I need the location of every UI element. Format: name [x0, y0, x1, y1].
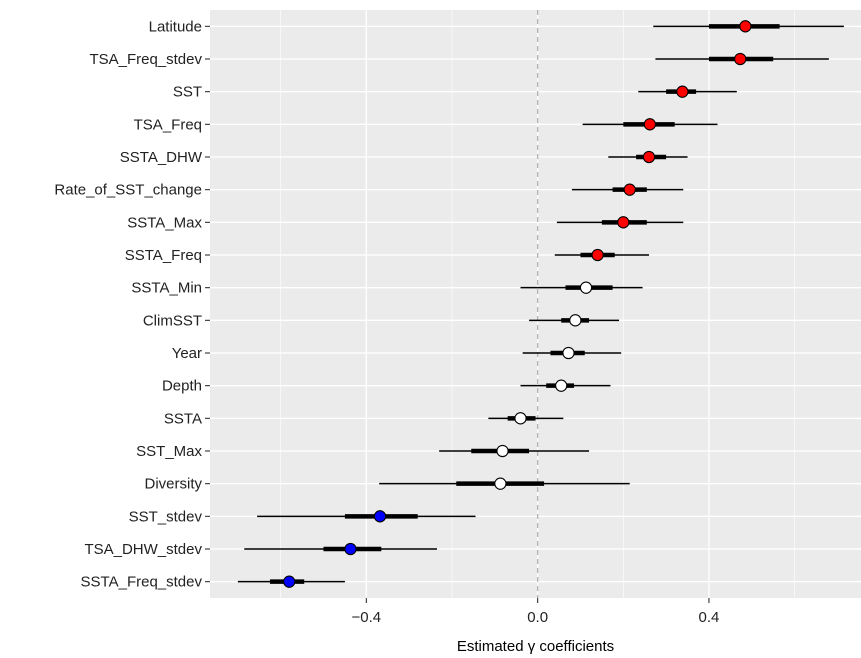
estimate-point — [739, 20, 752, 33]
estimate-point — [283, 575, 296, 588]
coefficient-marks — [237, 20, 844, 588]
y-tick-label: Depth — [162, 378, 202, 395]
coefficient-row — [257, 510, 476, 523]
y-tick-label: Rate_of_SST_change — [54, 182, 202, 199]
y-axis-labels: Latitude TSA_Freq_stdev SST TSA_Freq SSTA_DH… — [54, 18, 202, 590]
coefficient-row — [571, 183, 684, 196]
x-axis-title: Estimated γ coefficients — [457, 638, 614, 655]
x-axis-ticks — [365, 598, 710, 603]
estimate-point — [344, 542, 357, 556]
coefficient-row — [653, 20, 844, 33]
y-axis-ticks — [205, 25, 210, 583]
estimate-point — [555, 379, 568, 392]
estimate-point — [579, 281, 593, 294]
y-tick-label: Diversity — [144, 476, 202, 493]
y-tick-label: SSTA_DHW — [120, 149, 203, 166]
x-tick-label: 0.4 — [699, 609, 720, 626]
coefficient-row — [655, 52, 829, 66]
estimate-point — [643, 118, 657, 131]
y-tick-label: Latitude — [149, 18, 202, 35]
estimate-point — [642, 150, 656, 164]
y-tick-label: SST_stdev — [129, 508, 203, 525]
y-tick-label: SST_Max — [136, 443, 202, 460]
estimate-point — [623, 183, 636, 196]
y-tick-label: TSA_Freq — [134, 116, 202, 133]
coefficient-row — [638, 85, 737, 98]
minor-grid — [280, 10, 795, 598]
y-tick-label: SSTA_Freq — [125, 247, 202, 264]
coefficient-row — [520, 281, 643, 294]
coefficient-row — [608, 150, 688, 164]
estimate-point — [496, 444, 509, 458]
coefficient-row — [379, 477, 630, 490]
estimate-point — [617, 216, 630, 229]
y-tick-label: SSTA_Min — [131, 280, 202, 297]
estimate-point — [373, 510, 387, 523]
y-tick-label: SSTA_Max — [127, 214, 202, 231]
estimate-point — [676, 85, 689, 98]
coefficient-row — [520, 379, 611, 392]
x-tick-label: −0.4 — [352, 609, 382, 626]
estimate-point — [569, 314, 582, 327]
estimate-point — [734, 52, 747, 66]
coefficient-row — [556, 216, 684, 229]
plot-panel — [210, 10, 861, 598]
coefficient-row — [237, 575, 345, 588]
estimate-point — [494, 477, 507, 490]
coefficient-row — [554, 248, 649, 262]
coefficient-row — [244, 542, 437, 556]
coefficient-row — [439, 444, 590, 458]
x-axis-labels: −0.4 0.0 0.4 — [352, 609, 720, 626]
y-tick-label: SSTA — [164, 410, 202, 427]
coefficient-row — [582, 118, 718, 131]
y-tick-label: ClimSST — [143, 312, 202, 329]
estimate-point — [562, 346, 575, 360]
coefficient-row — [529, 314, 620, 327]
y-tick-label: TSA_DHW_stdev — [84, 541, 202, 558]
estimate-point — [591, 248, 604, 262]
estimate-point — [514, 412, 527, 425]
coefficient-row — [488, 412, 564, 425]
y-tick-label: TSA_Freq_stdev — [89, 51, 202, 68]
coefficient-row — [522, 346, 622, 360]
y-tick-label: SST — [173, 84, 202, 101]
y-tick-label: Year — [172, 345, 202, 362]
y-tick-label: SSTA_Freq_stdev — [81, 574, 203, 591]
x-tick-label: 0.0 — [527, 609, 548, 626]
